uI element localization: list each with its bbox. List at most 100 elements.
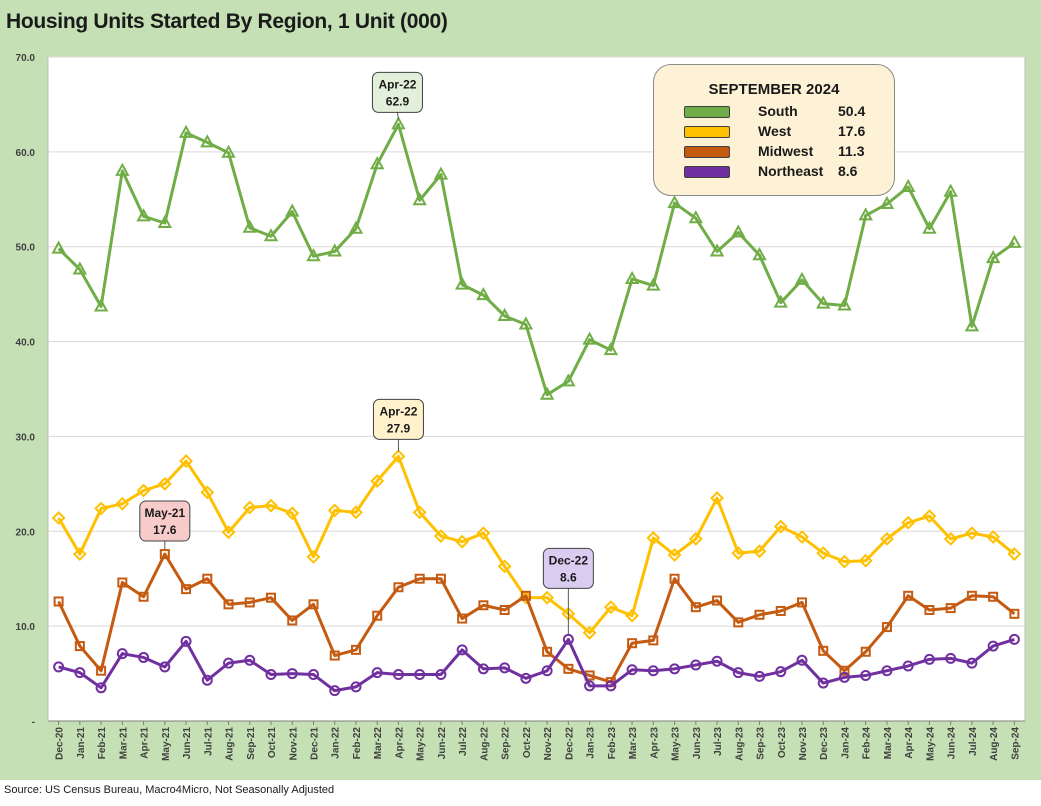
callout-label: Dec-22: [549, 553, 589, 567]
data-point-midwest: [159, 549, 170, 560]
data-point-northeast: [307, 669, 319, 681]
legend-label-south: South: [758, 103, 798, 119]
callout-value: 27.9: [387, 421, 411, 435]
data-point-west: [816, 546, 831, 561]
x-tick-label: May-21: [161, 727, 172, 761]
data-point-west: [795, 530, 809, 544]
data-point-northeast: [244, 654, 256, 666]
data-point-northeast: [860, 669, 872, 681]
legend-swatch-west: [684, 126, 730, 138]
data-point-south: [922, 220, 937, 234]
data-point-midwest: [308, 599, 319, 610]
data-point-midwest: [945, 603, 956, 614]
data-point-west: [986, 530, 1001, 544]
legend-swatch-midwest: [684, 146, 730, 158]
series-line-west: [57, 454, 1016, 635]
x-tick-label: Apr-21: [140, 727, 151, 759]
series-line-northeast: [58, 637, 1015, 693]
data-point-west: [51, 511, 66, 525]
data-point-south: [221, 144, 236, 158]
callout-box: [372, 398, 424, 440]
data-point-midwest: [839, 665, 850, 676]
data-point-northeast: [371, 667, 383, 679]
y-tick-label: 50.0: [16, 243, 36, 254]
data-point-midwest: [818, 645, 829, 656]
data-point-south: [837, 297, 852, 311]
data-point-midwest: [712, 595, 723, 606]
data-point-west: [221, 525, 236, 540]
data-point-northeast: [987, 640, 999, 652]
data-point-west: [72, 547, 87, 561]
data-point-midwest: [53, 596, 64, 607]
series-line-midwest: [57, 552, 1016, 684]
data-point-west: [1007, 547, 1022, 561]
x-tick-label: Apr-22: [394, 727, 405, 759]
data-point-west: [412, 505, 427, 520]
data-point-west: [540, 590, 555, 605]
x-tick-label: Apr-23: [649, 727, 660, 759]
data-point-south: [454, 276, 470, 290]
x-tick-label: Mar-23: [628, 727, 639, 760]
data-point-west: [752, 544, 767, 559]
data-point-midwest: [181, 584, 192, 595]
x-tick-label: Nov-22: [543, 727, 554, 761]
data-point-south: [348, 220, 364, 234]
callout-value: 17.6: [153, 523, 177, 537]
data-point-midwest: [372, 610, 383, 621]
x-tick-label: Jun-23: [692, 727, 703, 760]
data-point-south: [688, 210, 703, 224]
data-point-northeast: [414, 669, 426, 681]
data-point-midwest: [520, 590, 531, 601]
x-tick-label: Oct-22: [522, 727, 533, 759]
data-point-midwest: [457, 613, 468, 624]
data-point-south: [136, 208, 151, 222]
data-point-midwest: [966, 590, 977, 601]
x-tick-label: Jun-22: [437, 727, 448, 760]
data-point-northeast: [159, 661, 171, 673]
x-tick-label: Jun-24: [947, 727, 958, 760]
data-point-south: [518, 316, 534, 330]
x-tick-label: Dec-21: [309, 727, 320, 760]
data-point-west: [731, 546, 746, 561]
data-point-south: [985, 250, 1001, 264]
callout-label: May-21: [144, 506, 185, 520]
data-point-south: [667, 195, 682, 209]
legend-title: SEPTEMBER 2024: [708, 81, 840, 98]
data-point-south: [816, 295, 831, 309]
data-point-west: [901, 515, 916, 530]
data-point-midwest: [499, 605, 510, 616]
data-point-midwest: [733, 617, 744, 628]
data-point-south: [306, 248, 321, 262]
y-tick-label: -: [32, 717, 35, 728]
data-point-south: [51, 240, 66, 254]
x-tick-label: Jan-24: [840, 727, 851, 759]
data-point-south: [157, 214, 173, 228]
data-point-midwest: [924, 605, 935, 616]
data-point-northeast: [584, 680, 596, 692]
x-tick-label: May-22: [416, 727, 427, 761]
data-point-south: [178, 124, 194, 138]
y-tick-label: 20.0: [16, 527, 36, 538]
data-point-midwest: [244, 597, 255, 608]
legend-value-west: 17.6: [838, 123, 866, 139]
data-point-west: [667, 548, 682, 562]
data-point-northeast: [838, 671, 850, 683]
data-point-south: [476, 287, 491, 301]
data-point-northeast: [605, 680, 617, 692]
data-point-west: [837, 554, 852, 569]
data-point-midwest: [1009, 608, 1020, 619]
data-point-northeast: [201, 674, 213, 686]
x-tick-label: Jul-22: [458, 727, 469, 756]
data-point-midwest: [988, 591, 999, 602]
data-point-south: [624, 270, 640, 284]
data-point-northeast: [95, 682, 107, 694]
legend-swatch-south: [684, 106, 730, 118]
legend-value-south: 50.4: [838, 103, 866, 119]
data-point-west: [200, 485, 215, 500]
data-point-south: [327, 243, 342, 257]
data-point-midwest: [881, 622, 892, 633]
data-point-west: [94, 501, 109, 516]
data-point-northeast: [435, 669, 447, 681]
data-point-midwest: [350, 644, 361, 655]
